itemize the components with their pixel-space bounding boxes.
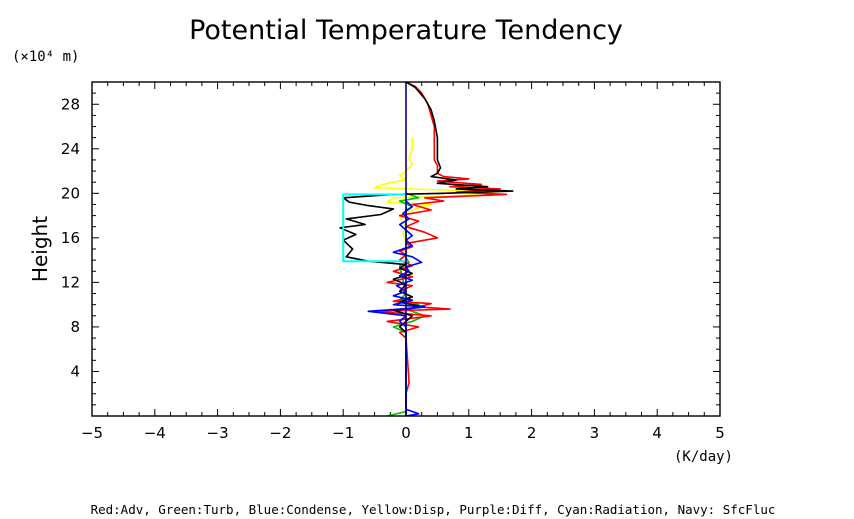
y-tick-label: 24 <box>61 140 80 158</box>
x-tick-label: −4 <box>144 424 166 442</box>
y-tick-label: 8 <box>70 318 80 336</box>
x-tick-label: −5 <box>81 424 103 442</box>
x-tick-label: −3 <box>207 424 229 442</box>
x-unit-label: (K/day) <box>674 449 733 465</box>
x-tick-label: 3 <box>590 424 600 442</box>
y-axis-title: Height <box>28 216 52 282</box>
legend-caption: Red:Adv, Green:Turb, Blue:Condense, Yell… <box>91 502 776 517</box>
y-tick-label: 28 <box>61 95 80 113</box>
series-line-adv <box>373 81 508 416</box>
x-tick-label: 2 <box>527 424 537 442</box>
y-unit-label: (×10⁴ m) <box>12 49 79 65</box>
plot-frame <box>91 81 721 417</box>
y-tick-label: 12 <box>61 273 80 291</box>
x-tick-label: 4 <box>652 424 662 442</box>
chart-title: Potential Temperature Tendency <box>189 15 623 46</box>
data-series <box>339 81 514 417</box>
series-line-radiation <box>342 193 406 263</box>
y-tick-label: 20 <box>61 184 80 202</box>
x-tick-label: 1 <box>464 424 474 442</box>
y-tick-label: 16 <box>61 229 80 247</box>
y-tick-label: 4 <box>70 362 80 380</box>
x-tick-label: −2 <box>269 424 291 442</box>
x-tick-label: −1 <box>332 424 354 442</box>
series-line-total <box>339 81 514 416</box>
x-tick-label: 0 <box>401 424 411 442</box>
x-tick-label: 5 <box>715 424 725 442</box>
